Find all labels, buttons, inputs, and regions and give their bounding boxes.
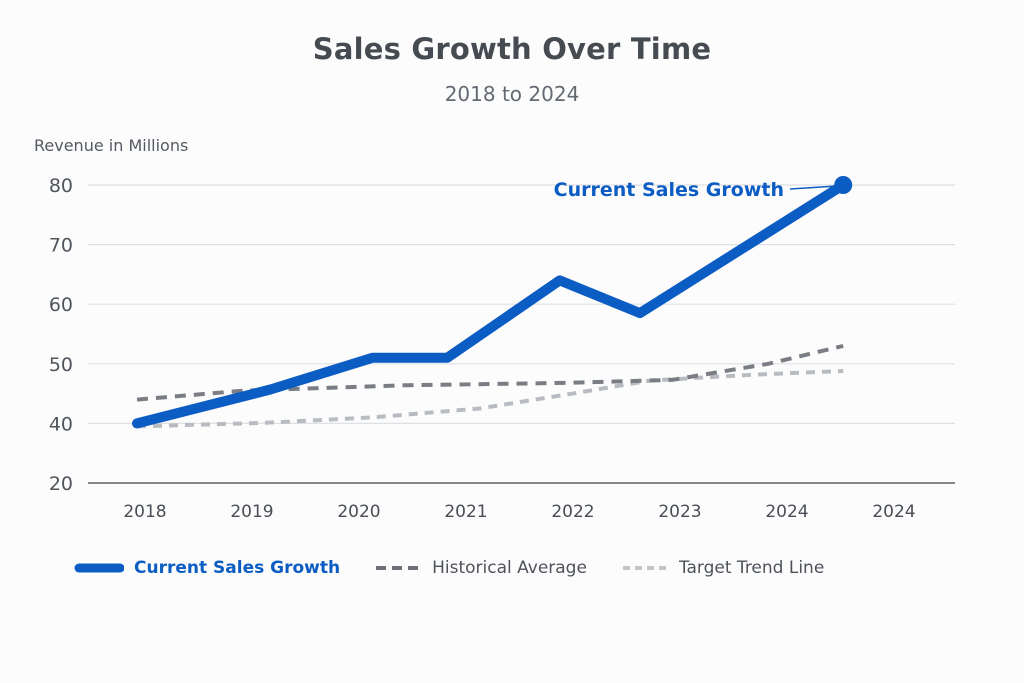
- chart-subtitle: 2018 to 2024: [444, 82, 580, 106]
- legend-label: Current Sales Growth: [134, 558, 341, 578]
- y-tick-label: 60: [49, 294, 73, 316]
- series-end-marker: [834, 176, 853, 194]
- x-axis: 2018 2019 2020 2021 2022 2023 2024 2024: [123, 502, 915, 522]
- x-tick-label: 2019: [230, 502, 273, 522]
- grid-lines: [88, 184, 955, 484]
- y-tick-label: 80: [49, 175, 73, 197]
- legend-label: Target Trend Line: [678, 558, 825, 578]
- annotation-layer: Current Sales Growth: [554, 176, 853, 201]
- y-axis-title: Revenue in Millions: [34, 136, 188, 155]
- series-line-target-trend-line: [136, 369, 844, 429]
- legend: Current Sales Growth Historical Average …: [74, 558, 856, 578]
- legend-swatch-dotted: [622, 566, 667, 570]
- y-tick-label: 50: [49, 354, 73, 376]
- legend-item-historical-average: Historical Average: [372, 558, 587, 578]
- x-tick-label: 2020: [337, 502, 380, 522]
- legend-item-target-trend-line: Target Trend Line: [619, 558, 824, 578]
- annotation-leader-line: [789, 185, 838, 190]
- x-tick-label: 2021: [444, 502, 487, 522]
- series-line-current-sales-growth: [132, 180, 849, 429]
- legend-swatch-dashed: [376, 566, 421, 570]
- x-tick-label: 2018: [123, 502, 166, 522]
- y-tick-label: 70: [49, 235, 73, 257]
- x-tick-label: 2023: [658, 502, 701, 522]
- y-tick-label: 40: [49, 413, 73, 435]
- x-tick-label: 2024: [872, 502, 915, 522]
- series-layer: [132, 180, 849, 429]
- x-tick-label: 2022: [551, 502, 594, 522]
- legend-item-current-sales-growth: Current Sales Growth: [74, 558, 340, 578]
- series-line-historical-average: [136, 343, 844, 402]
- x-tick-label: 2024: [765, 502, 808, 522]
- y-tick-label: 20: [49, 473, 73, 495]
- y-axis: Revenue in Millions 80 70 60 50 40 20: [34, 136, 188, 495]
- series-annotation-label: Current Sales Growth: [554, 179, 784, 201]
- legend-label: Historical Average: [432, 558, 587, 578]
- legend-swatch-solid: [74, 563, 124, 573]
- chart-title: Sales Growth Over Time: [312, 32, 712, 66]
